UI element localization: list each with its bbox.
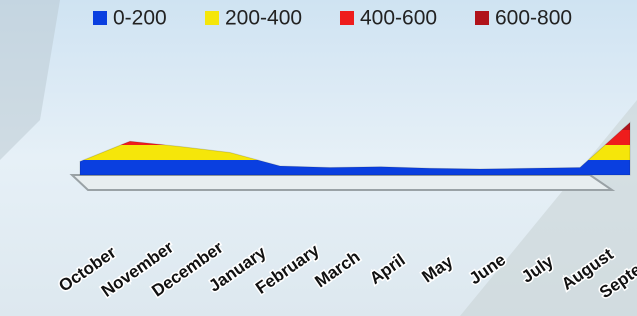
floor <box>72 175 612 190</box>
chart: 0-200200-400400-600600-800 OctoberNovemb… <box>0 0 637 316</box>
legend-swatch <box>93 11 107 25</box>
legend-swatch <box>205 11 219 25</box>
legend-label: 0-200 <box>113 7 167 30</box>
legend-swatch <box>340 11 354 25</box>
legend-label: 200-400 <box>225 7 302 30</box>
legend-label: 600-800 <box>495 7 572 30</box>
legend-label: 400-600 <box>360 7 437 30</box>
legend-swatch <box>475 11 489 25</box>
